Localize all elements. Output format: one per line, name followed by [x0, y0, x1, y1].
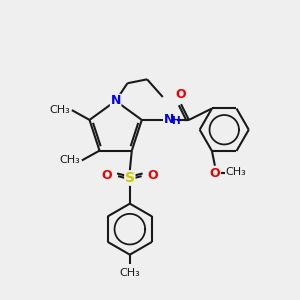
- Text: N: N: [110, 94, 121, 107]
- Text: CH₃: CH₃: [119, 268, 140, 278]
- Text: CH₃: CH₃: [49, 105, 70, 115]
- Text: O: O: [148, 169, 158, 182]
- Text: CH₃: CH₃: [59, 155, 80, 166]
- Text: CH₃: CH₃: [226, 167, 247, 177]
- Text: S: S: [125, 171, 135, 185]
- Text: O: O: [101, 169, 112, 182]
- Text: O: O: [176, 88, 186, 101]
- Text: O: O: [210, 167, 220, 180]
- Text: H: H: [172, 116, 181, 126]
- Text: N: N: [164, 113, 175, 126]
